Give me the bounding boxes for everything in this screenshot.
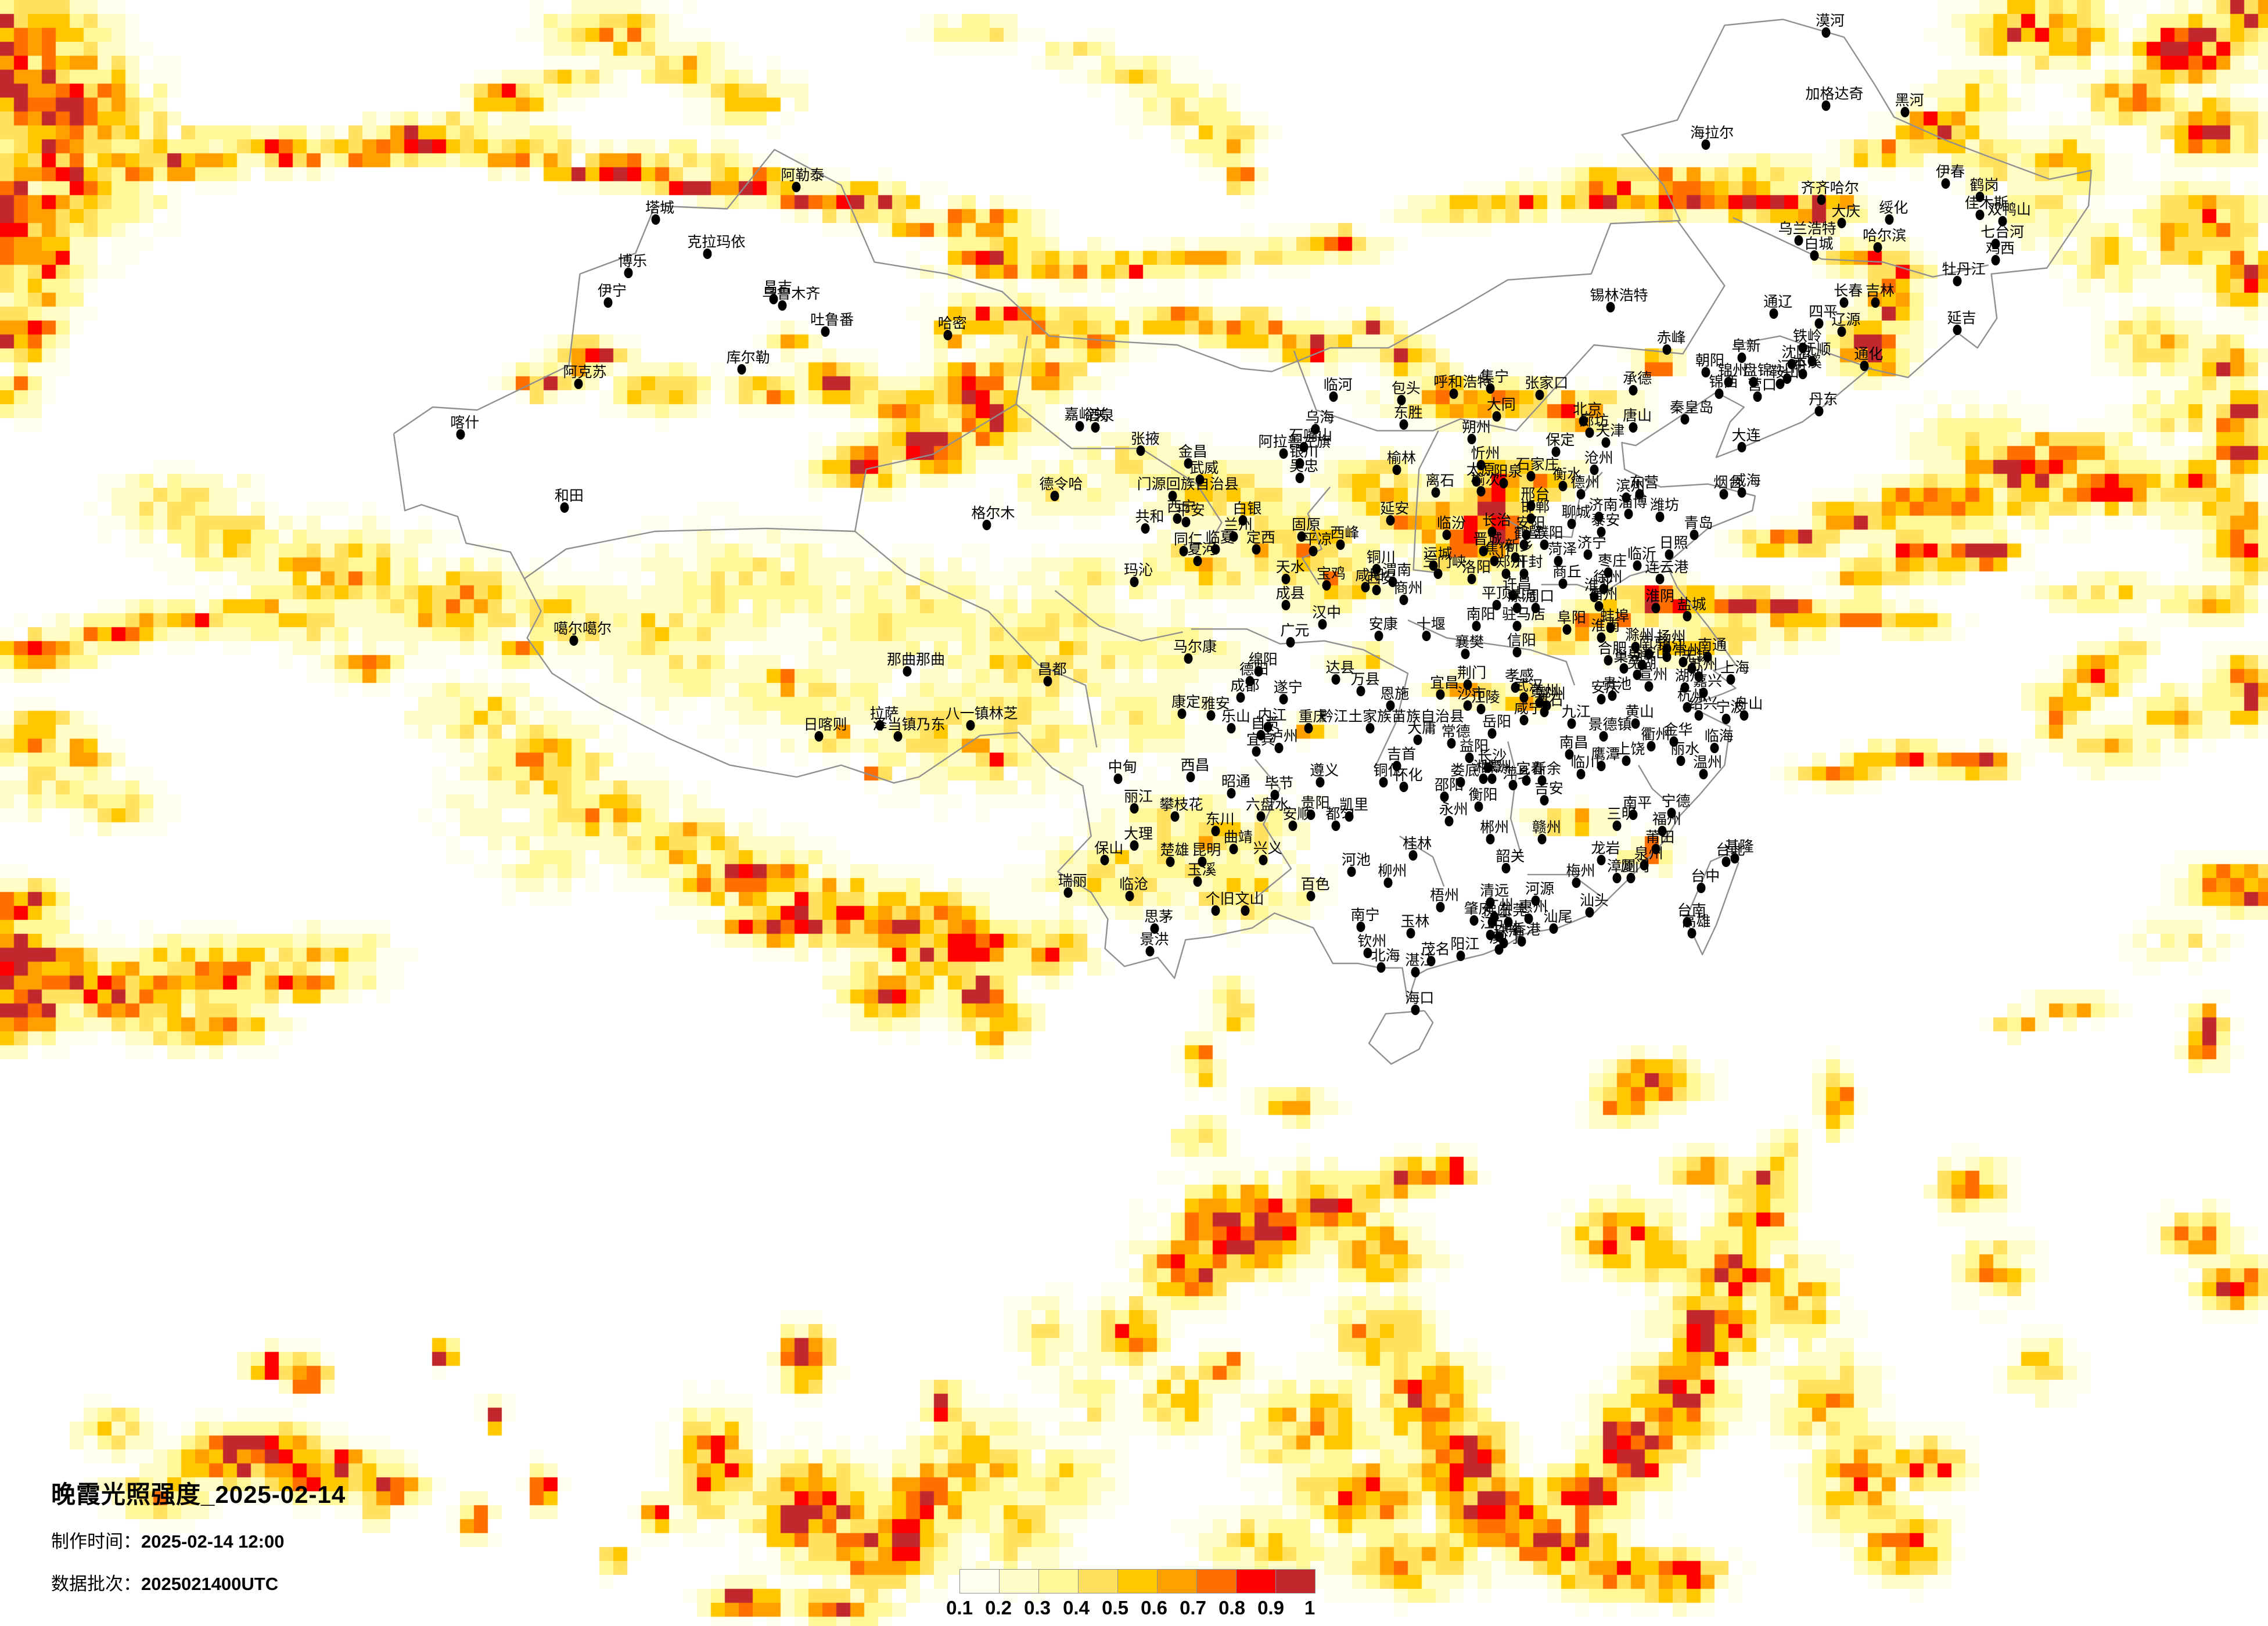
legend-swatch — [1157, 1569, 1197, 1593]
legend-ticks: 0.1 0.2 0.3 0.4 0.5 0.6 0.7 0.8 0.9 1 — [946, 1597, 1315, 1620]
legend-swatch — [1236, 1569, 1276, 1593]
made-time-label: 制作时间： — [51, 1531, 141, 1552]
color-legend: 0.1 0.2 0.3 0.4 0.5 0.6 0.7 0.8 0.9 1 — [946, 1569, 1315, 1620]
legend-swatch — [1196, 1569, 1237, 1593]
legend-swatch — [1078, 1569, 1118, 1593]
batch-value: 2025021400UTC — [141, 1574, 279, 1594]
title-block: 晚霞光照强度_2025-02-14 制作时间：2025-02-14 12:00 … — [51, 1475, 346, 1595]
legend-swatch — [1117, 1569, 1158, 1593]
batch-label: 数据批次： — [51, 1574, 141, 1594]
legend-tick-label: 0.7 — [1180, 1597, 1206, 1618]
legend-swatch — [999, 1569, 1039, 1593]
made-time-value: 2025-02-14 12:00 — [141, 1531, 285, 1552]
legend-tick-label: 0.5 — [1102, 1597, 1128, 1618]
legend-tick-label: 0.4 — [1063, 1597, 1090, 1618]
legend-tick-label: 0.6 — [1141, 1597, 1167, 1618]
legend-swatch — [959, 1569, 1000, 1593]
legend-swatch — [1275, 1569, 1315, 1593]
legend-tick-label: 0.2 — [985, 1597, 1012, 1618]
legend-tick-label: 1 — [1304, 1597, 1315, 1618]
legend-swatch — [1038, 1569, 1079, 1593]
legend-swatches — [959, 1569, 1315, 1593]
map-title: 晚霞光照强度_2025-02-14 — [51, 1481, 346, 1508]
legend-tick-label: 0.1 — [946, 1597, 973, 1618]
legend-tick-label: 0.8 — [1219, 1597, 1245, 1618]
legend-tick-label: 0.3 — [1024, 1597, 1051, 1618]
batch-line: 数据批次：2025021400UTC — [51, 1569, 346, 1595]
legend-tick-label: 0.9 — [1257, 1597, 1284, 1618]
made-time-line: 制作时间：2025-02-14 12:00 — [51, 1527, 346, 1553]
